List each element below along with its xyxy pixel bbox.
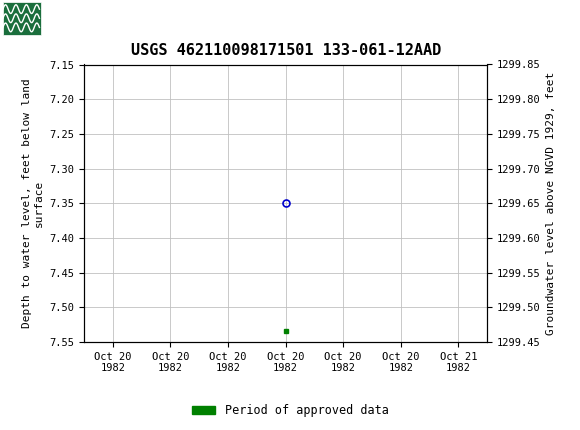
FancyBboxPatch shape <box>3 2 41 35</box>
Y-axis label: Depth to water level, feet below land
surface: Depth to water level, feet below land su… <box>22 78 44 328</box>
Legend: Period of approved data: Period of approved data <box>187 399 393 422</box>
Text: USGS: USGS <box>44 9 99 27</box>
Y-axis label: Groundwater level above NGVD 1929, feet: Groundwater level above NGVD 1929, feet <box>546 71 556 335</box>
Title: USGS 462110098171501 133-061-12AAD: USGS 462110098171501 133-061-12AAD <box>130 43 441 58</box>
